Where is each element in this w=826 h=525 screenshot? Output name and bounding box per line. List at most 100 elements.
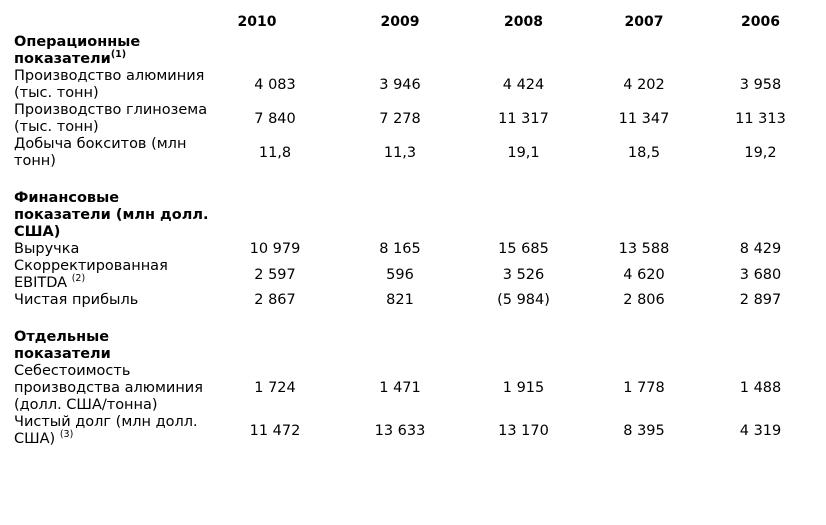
- value-cell: 4 202: [623, 76, 665, 93]
- value-cell: 19,1: [507, 144, 540, 161]
- empty-cell: [210, 190, 340, 241]
- section-spacer: [14, 309, 820, 329]
- table-row: Производство алюминия (тыс. тонн) 4 083 3 …: [14, 68, 820, 102]
- value-cell: 11 472: [249, 422, 301, 439]
- year-header-row: 2010 2009 2008 2007 2006: [14, 14, 820, 34]
- value-cell: 15 685: [498, 241, 549, 257]
- row-label-text: Скорректированная EBITDA: [14, 258, 168, 291]
- year-header: 2006: [741, 14, 780, 30]
- empty-cell: [587, 34, 701, 68]
- section-heading-row: Отдельные показатели: [14, 329, 820, 363]
- row-label-text: Чистая прибыль: [14, 292, 139, 308]
- section-heading-row: Операционные показатели(1): [14, 34, 820, 68]
- row-label: Производство глинозема (тыс. тонн): [14, 102, 210, 136]
- empty-cell: [587, 329, 701, 363]
- value-cell: 10 979: [249, 241, 301, 257]
- value-cell: 2 897: [739, 292, 782, 308]
- table-row: Себестоимость производства алюминия (дол…: [14, 363, 820, 414]
- empty-cell: [460, 34, 587, 68]
- value-cell: 11,3: [383, 144, 417, 161]
- footnote-marker: (1): [110, 49, 127, 61]
- value-cell: 3 946: [379, 76, 421, 93]
- value-cell: 8 395: [623, 422, 665, 439]
- table-row: Добыча бокситов (млн тонн) 11,8 11,3 19,1 18…: [14, 136, 820, 170]
- value-cell: 1 778: [623, 380, 665, 396]
- row-label-text: Добыча бокситов (млн тонн): [14, 136, 187, 169]
- section-heading: Отдельные показатели: [14, 329, 210, 363]
- row-label: Чистая прибыль: [14, 292, 210, 309]
- value-cell: 19,2: [744, 144, 777, 161]
- row-label-text: Производство глинозема (тыс. тонн): [14, 102, 208, 135]
- header-blank: [14, 14, 210, 34]
- footnote-marker: (3): [59, 429, 74, 441]
- section-heading: Финансовые показатели (млн долл. США): [14, 190, 210, 241]
- section-heading-row: Финансовые показатели (млн долл. США): [14, 190, 820, 241]
- value-cell: 13 588: [618, 241, 670, 257]
- value-cell: 1 915: [502, 380, 545, 396]
- table-body: Операционные показатели(1) Производство а…: [14, 34, 820, 448]
- value-cell: 1 471: [379, 380, 421, 396]
- value-cell: 11,8: [258, 144, 292, 161]
- value-cell: 11 317: [498, 110, 549, 127]
- table-row: Чистый долг (млн долл. США) (3) 11 472 13 …: [14, 414, 820, 448]
- value-cell: 596: [386, 266, 414, 283]
- year-header: 2009: [380, 14, 420, 30]
- year-header: 2007: [624, 14, 664, 30]
- section-spacer: [14, 170, 820, 190]
- value-cell: 4 319: [739, 422, 782, 439]
- spacer-cell: [14, 309, 820, 329]
- value-cell: 11 313: [735, 110, 786, 127]
- financial-highlights-table: 2010 2009 2008 2007 2006 Операционные по…: [14, 14, 820, 448]
- row-label: Себестоимость производства алюминия (дол…: [14, 363, 210, 414]
- empty-cell: [701, 329, 820, 363]
- section-title: Отдельные показатели: [14, 329, 111, 362]
- empty-cell: [587, 190, 701, 241]
- spacer-cell: [14, 170, 820, 190]
- table-row: Скорректированная EBITDA (2) 2 597 596 3 52…: [14, 258, 820, 292]
- value-cell: 4 620: [623, 266, 665, 283]
- footnote-marker: (2): [71, 273, 86, 285]
- table-row: Выручка 10 979 8 165 15 685 13 588 8 429: [14, 241, 820, 258]
- value-cell: (5 984): [497, 292, 550, 308]
- value-cell: 13 633: [374, 422, 426, 439]
- year-header: 2010: [237, 14, 277, 30]
- empty-cell: [701, 190, 820, 241]
- row-label: Выручка: [14, 241, 210, 258]
- value-cell: 1 488: [739, 380, 782, 396]
- empty-cell: [340, 329, 460, 363]
- empty-cell: [340, 34, 460, 68]
- value-cell: 11 347: [618, 110, 670, 127]
- section-title: Финансовые показатели (млн долл. США): [14, 190, 209, 240]
- empty-cell: [340, 190, 460, 241]
- value-cell: 7 278: [379, 110, 421, 127]
- row-label-text: Выручка: [14, 241, 80, 257]
- row-label-text: Производство алюминия (тыс. тонн): [14, 68, 205, 101]
- value-cell: 18,5: [627, 144, 661, 161]
- value-cell: 2 867: [254, 292, 296, 308]
- value-cell: 7 840: [254, 110, 296, 127]
- table-row: Чистая прибыль 2 867 821 (5 984) 2 806 2 897: [14, 292, 820, 309]
- empty-cell: [701, 34, 820, 68]
- empty-cell: [210, 329, 340, 363]
- section-heading: Операционные показатели(1): [14, 34, 210, 68]
- value-cell: 2 806: [623, 292, 665, 308]
- value-cell: 3 680: [739, 266, 782, 283]
- value-cell: 2 597: [254, 266, 296, 283]
- year-header: 2008: [504, 14, 543, 30]
- value-cell: 8 429: [739, 241, 782, 257]
- row-label: Добыча бокситов (млн тонн): [14, 136, 210, 170]
- value-cell: 821: [386, 292, 414, 308]
- row-label: Производство алюминия (тыс. тонн): [14, 68, 210, 102]
- row-label: Чистый долг (млн долл. США) (3): [14, 414, 210, 448]
- row-label-text: Себестоимость производства алюминия (дол…: [14, 363, 203, 413]
- table-row: Производство глинозема (тыс. тонн) 7 840 7…: [14, 102, 820, 136]
- section-title: Операционные показатели: [14, 34, 141, 67]
- value-cell: 3 526: [502, 266, 545, 283]
- value-cell: 8 165: [379, 241, 421, 257]
- empty-cell: [460, 190, 587, 241]
- value-cell: 4 083: [254, 76, 296, 93]
- row-label: Скорректированная EBITDA (2): [14, 258, 210, 292]
- row-label-text: Чистый долг (млн долл. США): [14, 414, 198, 447]
- value-cell: 13 170: [498, 422, 549, 439]
- empty-cell: [210, 34, 340, 68]
